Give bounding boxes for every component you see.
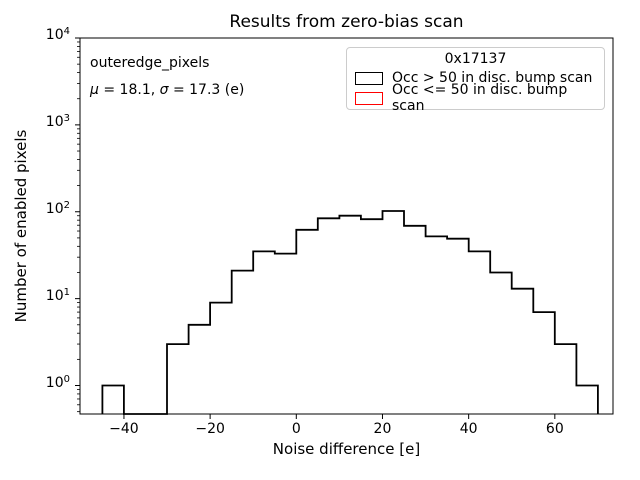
x-tick-label: −20 bbox=[195, 421, 225, 437]
x-tick-label: 20 bbox=[373, 421, 392, 437]
legend-entry-label: Occ <= 50 in disc. bump scan bbox=[392, 82, 568, 114]
chart-title: Results from zero-bias scan bbox=[229, 12, 464, 32]
mu-value: = 18.1, bbox=[98, 82, 160, 98]
x-tick-label: 40 bbox=[459, 421, 478, 437]
x-tick-label: 60 bbox=[545, 421, 564, 437]
axes-spines bbox=[79, 37, 614, 415]
red-histogram-swatch-icon bbox=[355, 91, 383, 105]
x-axis-label: Noise difference [e] bbox=[272, 440, 421, 458]
legend-entry-label: Occ > 50 in disc. bump scan bbox=[392, 70, 593, 86]
x-tick-label: −40 bbox=[109, 421, 139, 437]
y-tick-label: 104 bbox=[45, 26, 70, 43]
black-histogram-swatch-icon bbox=[355, 71, 383, 85]
mu-symbol: μ bbox=[90, 82, 99, 98]
annotation-stats-line: μ = 18.1, σ = 17.3 (e) bbox=[90, 77, 244, 104]
legend-title: 0x17137 bbox=[444, 51, 507, 67]
sigma-symbol: σ bbox=[159, 82, 169, 98]
legend-entry-occ-gt-50: Occ > 50 in disc. bump scan bbox=[353, 68, 598, 88]
stats-annotation: outeredge_pixels μ = 18.1, σ = 17.3 (e) bbox=[90, 50, 244, 104]
y-tick-label: 103 bbox=[45, 113, 70, 130]
y-tick-label: 102 bbox=[45, 200, 70, 217]
x-tick-label: 0 bbox=[291, 421, 301, 437]
sigma-value: = 17.3 (e) bbox=[168, 82, 245, 98]
legend-box: 0x17137 Occ > 50 in disc. bump scan Occ … bbox=[346, 47, 605, 114]
annotation-dataset-name: outeredge_pixels bbox=[90, 55, 210, 71]
legend-entry-occ-le-50: Occ <= 50 in disc. bump scan bbox=[353, 82, 598, 114]
histogram-step-series bbox=[101, 210, 599, 415]
y-tick-label: 101 bbox=[45, 286, 70, 304]
y-tick-label: 100 bbox=[45, 373, 70, 391]
